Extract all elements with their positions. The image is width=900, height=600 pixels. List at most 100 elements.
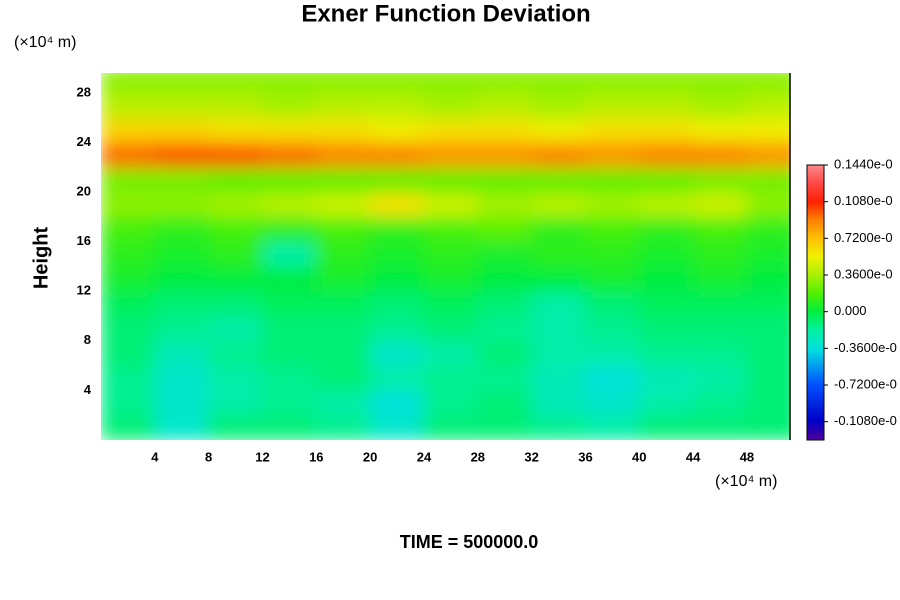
field-cell [261, 73, 317, 94]
field-cell [584, 315, 640, 342]
field-cell [101, 92, 156, 119]
field-cell [261, 315, 317, 342]
x-tick-label: 16 [309, 449, 323, 464]
field-cell [315, 216, 371, 243]
field-cell [531, 365, 586, 391]
field-cell [261, 414, 317, 440]
field-cell [101, 241, 156, 267]
field-cell [692, 191, 748, 218]
field-cell [692, 340, 748, 367]
field-cell [208, 290, 263, 317]
field-cell [208, 117, 263, 143]
field-cell [315, 265, 371, 292]
field-cell [208, 265, 263, 292]
y-tick-label: 16 [77, 233, 91, 248]
field-cell [692, 166, 748, 193]
field-cell [261, 191, 317, 218]
x-tick-label: 40 [632, 449, 646, 464]
colorbar-label: -0.7200e-0 [834, 376, 897, 391]
field-cell [101, 191, 156, 218]
field-cell [423, 290, 479, 317]
field-cell [692, 365, 748, 391]
field-cell [261, 265, 317, 292]
field-cell [477, 315, 533, 342]
field-cell [315, 340, 371, 367]
colorbar-label: 0.7200e-0 [834, 230, 893, 245]
field-cell [369, 117, 425, 143]
y-axis-label: Height [30, 227, 52, 290]
field-cell [584, 241, 640, 267]
field-cell [477, 290, 533, 317]
field-cell [423, 191, 479, 218]
field-cell [208, 73, 263, 94]
field-cell [638, 241, 694, 267]
colorbar-label: 0.1080e-0 [834, 193, 893, 208]
field-cell [261, 241, 317, 267]
colorbar-label: 0.3600e-0 [834, 266, 893, 281]
field-cell [423, 141, 479, 168]
field-cell [101, 365, 156, 391]
field-cell [477, 73, 533, 94]
field-cell [692, 315, 748, 342]
field-cell [154, 241, 210, 267]
field-cell [746, 340, 790, 367]
field-cell [531, 340, 586, 367]
field-cell [531, 117, 586, 143]
field-cell [477, 340, 533, 367]
field-cell [315, 73, 371, 94]
field-cell [101, 290, 156, 317]
field-cell [369, 389, 425, 416]
field-cell [423, 216, 479, 243]
field-cell [101, 216, 156, 243]
field-cell [261, 141, 317, 168]
field-cell [154, 290, 210, 317]
field-cell [154, 92, 210, 119]
y-tick-label: 8 [84, 332, 91, 347]
field-cell [746, 389, 790, 416]
field-cell [746, 166, 790, 193]
field-cell [584, 216, 640, 243]
field-cell [315, 414, 371, 440]
field-cell [531, 389, 586, 416]
field-cell [369, 290, 425, 317]
field-cell [746, 92, 790, 119]
field-cell [477, 117, 533, 143]
field-cell [638, 340, 694, 367]
field-cell [584, 389, 640, 416]
field-cell [584, 141, 640, 168]
x-tick-label: 48 [740, 449, 754, 464]
y-tick-label: 28 [77, 84, 91, 99]
field-cell [692, 73, 748, 94]
field-cell [154, 315, 210, 342]
field-cell [315, 141, 371, 168]
field-cell [638, 265, 694, 292]
colorbar-label: -0.1080e-0 [834, 413, 897, 428]
field-cell [584, 92, 640, 119]
field-cell [261, 92, 317, 119]
field-cell [369, 414, 425, 440]
field-cell [692, 141, 748, 168]
y-unit: (×10⁴ m) [14, 34, 76, 51]
field-cell [638, 414, 694, 440]
field-cell [101, 166, 156, 193]
field-cell [369, 141, 425, 168]
field-cell [208, 241, 263, 267]
field-cell [315, 92, 371, 119]
colorbar [806, 164, 825, 441]
field-cell [746, 141, 790, 168]
field-cell [423, 241, 479, 267]
field-cell [531, 290, 586, 317]
field-cell [315, 191, 371, 218]
field-cell [315, 241, 371, 267]
field-cell [638, 191, 694, 218]
field-cell [154, 191, 210, 218]
field-cell [423, 166, 479, 193]
field-cell [315, 117, 371, 143]
x-tick-label: 32 [524, 449, 538, 464]
field-cell [531, 191, 586, 218]
field-cell [369, 92, 425, 119]
field-cell [584, 365, 640, 391]
field-cell [208, 216, 263, 243]
field-cell [584, 340, 640, 367]
field-cell [746, 414, 790, 440]
